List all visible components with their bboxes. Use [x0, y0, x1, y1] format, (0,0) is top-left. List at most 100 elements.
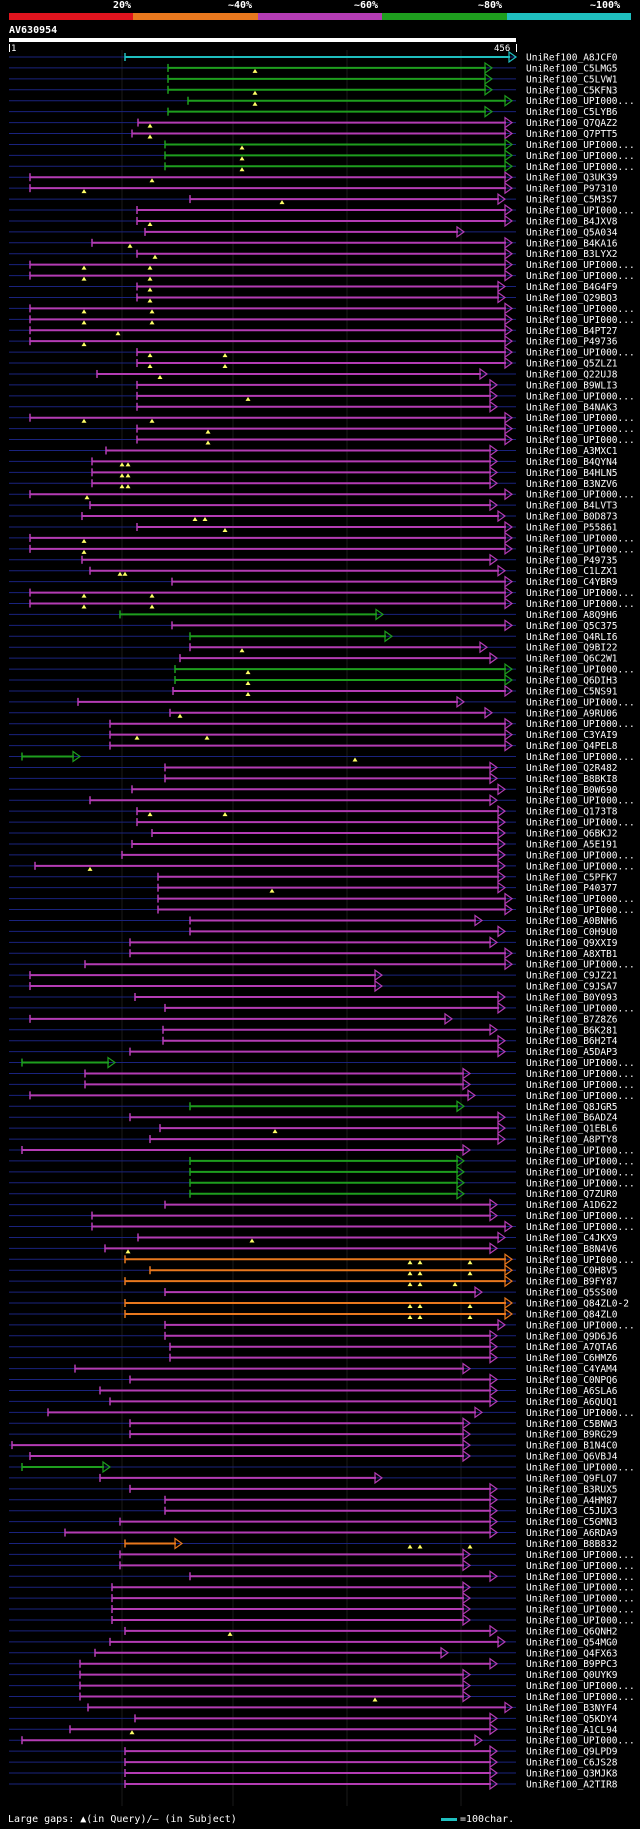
hit-row[interactable]: UniRef100_C5KFN3	[9, 83, 618, 97]
hit-label[interactable]: UniRef100_A6SLA6	[526, 1386, 618, 1397]
hit-label[interactable]: UniRef100_Q5SS00	[526, 1288, 618, 1299]
hit-row[interactable]: UniRef100_UPI000...	[9, 1089, 635, 1102]
hit-row[interactable]: UniRef100_B9FY87	[9, 1274, 618, 1288]
hit-label[interactable]: UniRef100_Q84ZL0	[526, 1309, 618, 1320]
hit-row[interactable]: UniRef100_UPI000...	[9, 597, 635, 611]
hit-label[interactable]: UniRef100_A2TIR8	[526, 1779, 618, 1790]
hit-row[interactable]: UniRef100_Q84ZL0-2	[9, 1296, 629, 1310]
hit-label[interactable]: UniRef100_C5JUX3	[526, 1506, 618, 1517]
hit-label[interactable]: UniRef100_C4YBR9	[526, 577, 618, 588]
hit-label[interactable]: UniRef100_UPI000...	[526, 413, 635, 424]
hit-row[interactable]: UniRef100_C9JZ21	[9, 968, 618, 982]
hit-row[interactable]: UniRef100_Q5A034	[9, 225, 618, 239]
hit-row[interactable]: UniRef100_B4QYN4	[9, 455, 618, 468]
hit-label[interactable]: UniRef100_UPI000...	[526, 1594, 635, 1605]
hit-row[interactable]: UniRef100_B1N4C0	[9, 1438, 618, 1452]
hit-row[interactable]: UniRef100_C5LYB6	[9, 105, 618, 119]
hit-label[interactable]: UniRef100_UPI000...	[526, 1167, 635, 1178]
hit-row[interactable]: UniRef100_C5JUX3	[9, 1504, 618, 1518]
hit-label[interactable]: UniRef100_A5E191	[526, 839, 618, 850]
hit-label[interactable]: UniRef100_B0Y093	[526, 992, 618, 1003]
hit-row[interactable]: UniRef100_UPI000...	[9, 1679, 635, 1693]
hit-row[interactable]: UniRef100_C9JSA7	[9, 979, 618, 993]
hit-label[interactable]: UniRef100_UPI000...	[526, 599, 635, 610]
hit-row[interactable]: UniRef100_UPI000...	[9, 1165, 635, 1179]
hit-row[interactable]: UniRef100_Q9FLQ7	[9, 1471, 618, 1485]
hit-row[interactable]: UniRef100_P49736	[9, 335, 618, 348]
hit-row[interactable]: UniRef100_B3NZV6	[9, 477, 618, 490]
hit-row[interactable]: UniRef100_C3YAI9	[9, 728, 618, 742]
hit-row[interactable]: UniRef100_Q6QNH2	[9, 1624, 618, 1638]
hit-row[interactable]: UniRef100_B4JXV8	[9, 214, 618, 228]
hit-row[interactable]: UniRef100_UPI000...	[9, 269, 635, 283]
hit-label[interactable]: UniRef100_UPI000...	[526, 1583, 635, 1594]
hit-row[interactable]: UniRef100_A6RDA9	[9, 1526, 618, 1540]
hit-row[interactable]: UniRef100_Q7PTT5	[9, 127, 618, 141]
hit-label[interactable]: UniRef100_UPI000...	[526, 1736, 635, 1747]
hit-row[interactable]: UniRef100_A5E191	[9, 837, 618, 851]
hit-row[interactable]: UniRef100_Q6BKJ2	[9, 826, 618, 840]
hit-label[interactable]: UniRef100_C5BNW3	[526, 1419, 618, 1430]
hit-row[interactable]: UniRef100_B9WLI3	[9, 378, 618, 392]
hit-row[interactable]: UniRef100_UPI000...	[9, 1143, 635, 1157]
hit-label[interactable]: UniRef100_A4HM87	[526, 1495, 618, 1506]
hit-row[interactable]: UniRef100_B3NYF4	[9, 1701, 618, 1714]
hit-label[interactable]: UniRef100_UPI000...	[526, 315, 635, 326]
hit-row[interactable]: UniRef100_UPI000...	[9, 1253, 635, 1266]
hit-row[interactable]: UniRef100_UPI000...	[9, 1570, 635, 1583]
hit-row[interactable]: UniRef100_Q9LPD9	[9, 1744, 618, 1758]
hit-label[interactable]: UniRef100_C0H9U0	[526, 927, 618, 938]
hit-label[interactable]: UniRef100_UPI000...	[526, 850, 635, 861]
hit-row[interactable]: UniRef100_Q0UYK9	[9, 1668, 618, 1682]
hit-row[interactable]: UniRef100_UPI000...	[9, 1602, 635, 1616]
hit-label[interactable]: UniRef100_UPI000...	[526, 1255, 635, 1266]
hit-row[interactable]: UniRef100_UPI000...	[9, 1220, 635, 1234]
hit-row[interactable]: UniRef100_A2TIR8	[9, 1777, 618, 1791]
hit-label[interactable]: UniRef100_C0H8V5	[526, 1266, 618, 1277]
hit-row[interactable]: UniRef100_UPI000...	[9, 542, 635, 556]
hit-row[interactable]: UniRef100_Q5C375	[9, 619, 618, 632]
hit-label[interactable]: UniRef100_UPI000...	[526, 1615, 635, 1626]
hit-label[interactable]: UniRef100_A7QTA6	[526, 1342, 618, 1353]
hit-row[interactable]: UniRef100_A0BNH6	[9, 914, 618, 927]
hit-label[interactable]: UniRef100_UPI000...	[526, 162, 635, 173]
hit-row[interactable]: UniRef100_A8PTY8	[9, 1132, 618, 1146]
hit-label[interactable]: UniRef100_Q9LPD9	[526, 1747, 618, 1758]
hit-label[interactable]: UniRef100_UPI000...	[526, 304, 635, 315]
hit-label[interactable]: UniRef100_UPI000...	[526, 435, 635, 446]
hit-label[interactable]: UniRef100_Q5A034	[526, 227, 618, 238]
hit-label[interactable]: UniRef100_UPI000...	[526, 391, 635, 402]
hit-label[interactable]: UniRef100_C5GMN3	[526, 1517, 618, 1528]
hit-row[interactable]: UniRef100_UPI000...	[9, 1209, 635, 1223]
hit-row[interactable]: UniRef100_UPI000...	[9, 1176, 635, 1190]
hit-row[interactable]: UniRef100_UPI000...	[9, 258, 635, 272]
hit-label[interactable]: UniRef100_UPI000...	[526, 1178, 635, 1189]
hit-label[interactable]: UniRef100_C5NS91	[526, 686, 618, 697]
hit-label[interactable]: UniRef100_Q4RLI6	[526, 632, 618, 643]
hit-label[interactable]: UniRef100_B0D873	[526, 512, 618, 523]
hit-row[interactable]: UniRef100_C0NPQ6	[9, 1373, 618, 1387]
hit-label[interactable]: UniRef100_UPI000...	[526, 1080, 635, 1091]
hit-row[interactable]: UniRef100_UPI000...	[9, 389, 635, 403]
hit-label[interactable]: UniRef100_C1LZX1	[526, 566, 618, 577]
hit-label[interactable]: UniRef100_B8BKI8	[526, 774, 618, 785]
hit-row[interactable]: UniRef100_UPI000...	[9, 1001, 635, 1015]
hit-label[interactable]: UniRef100_UPI000...	[526, 1408, 635, 1419]
hit-row[interactable]: UniRef100_Q4PEL8	[9, 739, 618, 753]
hit-row[interactable]: UniRef100_Q173T8	[9, 805, 618, 818]
hit-row[interactable]: UniRef100_Q9BI22	[9, 641, 618, 654]
hit-label[interactable]: UniRef100_A1D622	[526, 1200, 618, 1211]
hit-label[interactable]: UniRef100_Q9BI22	[526, 643, 618, 654]
hit-label[interactable]: UniRef100_UPI000...	[526, 1681, 635, 1692]
hit-row[interactable]: UniRef100_C5PFK7	[9, 870, 618, 884]
hit-label[interactable]: UniRef100_A3MXC1	[526, 446, 618, 457]
hit-row[interactable]: UniRef100_UPI000...	[9, 1056, 635, 1070]
hit-label[interactable]: UniRef100_A0BNH6	[526, 916, 618, 927]
hit-row[interactable]: UniRef100_UPI000...	[9, 1154, 635, 1168]
hit-row[interactable]: UniRef100_A8Q9H6	[9, 608, 618, 621]
hit-label[interactable]: UniRef100_B9PPC3	[526, 1659, 618, 1670]
hit-row[interactable]: UniRef100_A8XTB1	[9, 947, 618, 960]
hit-row[interactable]: UniRef100_Q84ZL0	[9, 1307, 618, 1321]
hit-label[interactable]: UniRef100_UPI000...	[526, 533, 635, 544]
hit-label[interactable]: UniRef100_P49736	[526, 337, 618, 348]
